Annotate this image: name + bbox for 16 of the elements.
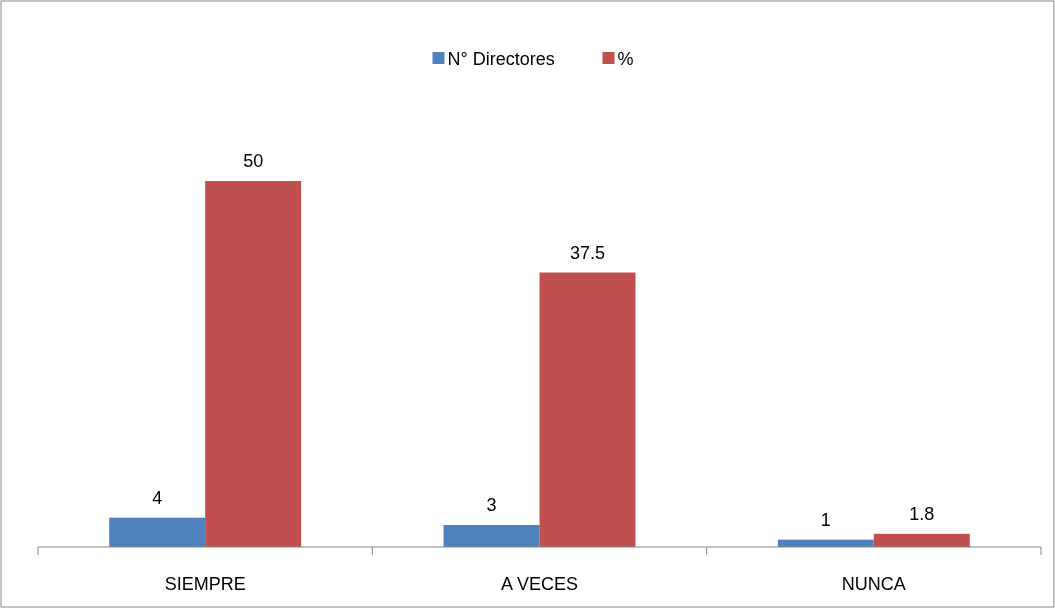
bar (109, 517, 206, 547)
bar (873, 533, 970, 547)
x-tick-label: SIEMPRE (164, 574, 246, 594)
data-label: 3 (486, 495, 497, 516)
data-label: 37.5 (569, 242, 605, 263)
bar (539, 272, 636, 547)
bar (443, 525, 540, 547)
data-label: 50 (243, 151, 264, 171)
data-label: 1 (820, 509, 831, 530)
data-label: 4 (152, 487, 163, 508)
data-label: 1.8 (909, 503, 935, 524)
legend-label: % (617, 49, 634, 69)
x-tick-label: A VECES (500, 574, 579, 594)
x-tick-label: NUNCA (841, 574, 906, 594)
legend-label: N° Directores (447, 49, 555, 69)
bar (205, 181, 302, 547)
